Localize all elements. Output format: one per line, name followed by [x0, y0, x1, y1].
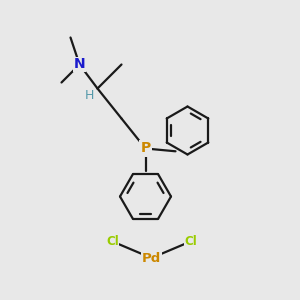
Text: P: P [140, 142, 151, 155]
Text: Cl: Cl [106, 235, 119, 248]
Text: Cl: Cl [184, 235, 197, 248]
Text: H: H [84, 88, 94, 102]
Text: N: N [74, 58, 85, 71]
Text: Pd: Pd [142, 251, 161, 265]
